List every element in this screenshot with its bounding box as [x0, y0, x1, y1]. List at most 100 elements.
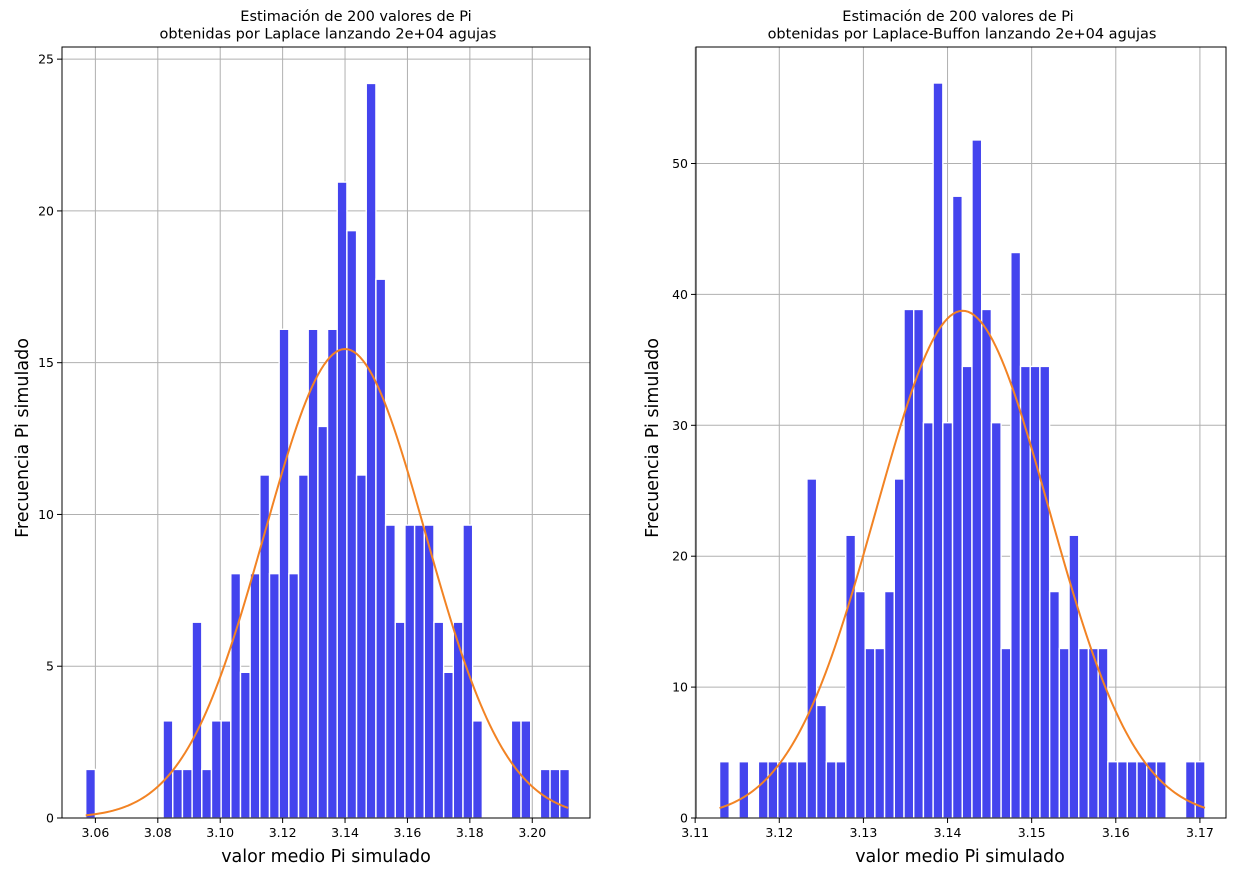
histogram-bar	[913, 308, 925, 819]
y-tick-label: 20	[38, 203, 54, 218]
y-axis-label: Frecuencia Pi simulado	[13, 338, 33, 538]
histogram-bar	[903, 308, 915, 819]
histogram-bar	[162, 720, 174, 819]
x-tick-label: 3.11	[681, 825, 709, 840]
histogram-bar	[1010, 251, 1022, 819]
histogram-bar	[346, 229, 358, 819]
axes-frame	[61, 46, 591, 819]
histogram-bar	[365, 82, 377, 819]
chart-title-line-2: obtenidas por Laplace-Buffon lanzando 2e…	[768, 27, 1157, 43]
histogram-bar	[786, 761, 798, 819]
histogram-bar	[201, 768, 213, 819]
histogram-bar	[1136, 761, 1148, 819]
histogram-bar	[433, 621, 445, 819]
histogram-bar	[777, 761, 789, 819]
histogram-bar	[1048, 590, 1061, 819]
histogram-bar	[239, 671, 251, 819]
histogram-bar	[1019, 365, 1031, 819]
histogram-bar	[1107, 761, 1119, 819]
histogram-bar	[1068, 534, 1080, 819]
histogram-bar	[220, 720, 232, 819]
histogram-bar	[942, 421, 954, 819]
x-tick-label: 3.18	[456, 825, 484, 840]
normal-fit-curve	[719, 309, 1206, 810]
x-tick-label: 3.13	[849, 825, 877, 840]
histogram-bar	[297, 474, 309, 819]
histogram-bar	[336, 181, 348, 819]
y-tick-label: 25	[38, 52, 54, 67]
y-tick-label: 0	[46, 811, 54, 826]
y-tick-label: 0	[680, 811, 688, 826]
histogram-bar	[1126, 761, 1138, 819]
histogram-bar	[757, 761, 769, 819]
plot-area	[694, 47, 1226, 819]
histogram-bar	[549, 768, 561, 819]
histogram-bar	[191, 621, 203, 819]
histogram-bar	[355, 474, 367, 819]
histogram-bar	[181, 768, 193, 819]
histogram-bar	[1087, 647, 1099, 819]
histogram-bar	[796, 761, 808, 819]
histogram-bar	[1029, 365, 1041, 819]
y-tick-label: 20	[672, 549, 688, 564]
histogram-bar	[559, 768, 571, 819]
y-tick-label: 30	[672, 418, 688, 433]
histogram-bar	[835, 761, 847, 819]
x-axis-label: valor medio Pi simulado	[855, 847, 1065, 867]
histogram-bar	[845, 534, 857, 819]
histogram-bar	[404, 524, 416, 819]
y-tick-label: 40	[672, 287, 688, 302]
histogram-bar	[961, 365, 973, 819]
histogram-bar	[520, 720, 532, 819]
histogram-bar	[825, 761, 837, 819]
histogram-bar	[1194, 761, 1206, 819]
histogram-bar	[1039, 365, 1051, 819]
x-tick-label: 3.20	[518, 825, 546, 840]
y-axis-label: Frecuencia Pi simulado	[643, 338, 663, 538]
histogram-bar	[471, 720, 484, 819]
chart-title-line-1: Estimación de 200 valores de Pi	[240, 9, 471, 25]
x-tick-label: 3.10	[206, 825, 234, 840]
histogram-bar	[1155, 761, 1167, 819]
y-tick-label: 15	[38, 355, 54, 370]
histogram-bar	[971, 139, 983, 819]
histogram-bar	[442, 671, 455, 819]
histogram-bar	[278, 328, 290, 819]
x-tick-label: 3.06	[81, 825, 109, 840]
histogram-bar	[307, 328, 319, 819]
axes-frame	[695, 46, 1227, 819]
histogram-bar	[874, 647, 886, 819]
histogram-bar	[1078, 647, 1090, 819]
plot-area	[62, 47, 590, 819]
x-tick-label: 3.16	[394, 825, 422, 840]
x-tick-label: 3.17	[1186, 825, 1214, 840]
histogram-bar	[864, 647, 876, 819]
histogram-bar	[990, 421, 1002, 819]
histogram-bar	[1184, 761, 1196, 819]
histogram-bar	[738, 761, 750, 819]
histogram-bar	[1000, 647, 1012, 819]
histogram-bar	[85, 768, 97, 819]
histogram-bar	[883, 590, 896, 819]
histogram-bar	[932, 82, 944, 819]
histogram-bar	[394, 621, 406, 819]
histogram-bar	[1058, 647, 1070, 819]
histogram-bar	[423, 524, 435, 819]
histogram-bar	[413, 524, 425, 819]
y-tick-label: 50	[672, 156, 688, 171]
x-axis-label: valor medio Pi simulado	[221, 847, 431, 867]
x-tick-label: 3.15	[1018, 825, 1046, 840]
histogram-bar	[384, 524, 396, 819]
histogram-bar	[259, 474, 271, 819]
histogram-bar	[326, 328, 338, 819]
histogram-bar	[980, 308, 993, 819]
histogram-bar	[767, 761, 779, 819]
histogram-bar	[922, 421, 934, 819]
histogram-bar	[375, 278, 387, 819]
histogram-bar	[210, 720, 222, 819]
histogram-bar	[1116, 761, 1129, 819]
histogram-bar	[172, 768, 184, 819]
histogram-bar	[249, 572, 261, 819]
histogram-bar	[317, 425, 329, 819]
histogram-bar	[718, 761, 730, 819]
